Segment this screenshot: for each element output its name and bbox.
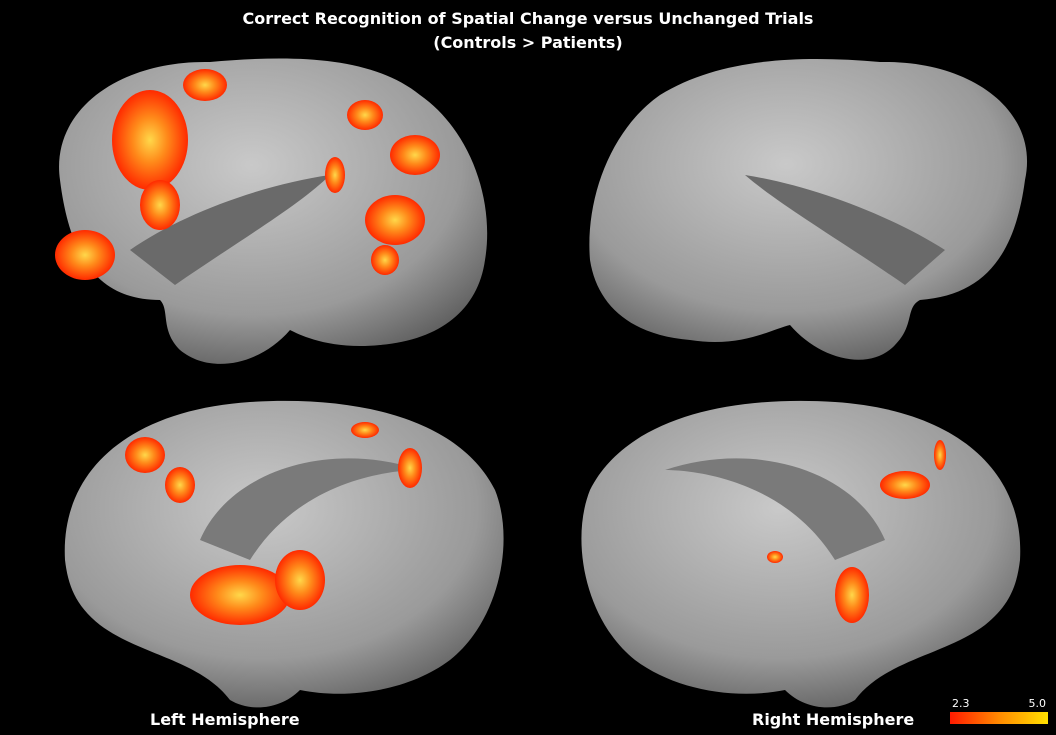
left-medial-brain	[64, 400, 504, 708]
colorbar	[950, 712, 1048, 724]
left-lateral-brain	[55, 58, 488, 364]
left-label: Left Hemisphere	[150, 710, 300, 729]
right-lateral-brain	[589, 58, 1028, 360]
right-medial-brain	[581, 400, 1021, 708]
subtitle: (Controls > Patients)	[433, 33, 622, 52]
right-label: Right Hemisphere	[752, 710, 914, 729]
colorbar-max: 5.0	[1029, 697, 1047, 710]
colorbar-min: 2.3	[952, 697, 970, 710]
title: Correct Recognition of Spatial Change ve…	[243, 9, 814, 28]
